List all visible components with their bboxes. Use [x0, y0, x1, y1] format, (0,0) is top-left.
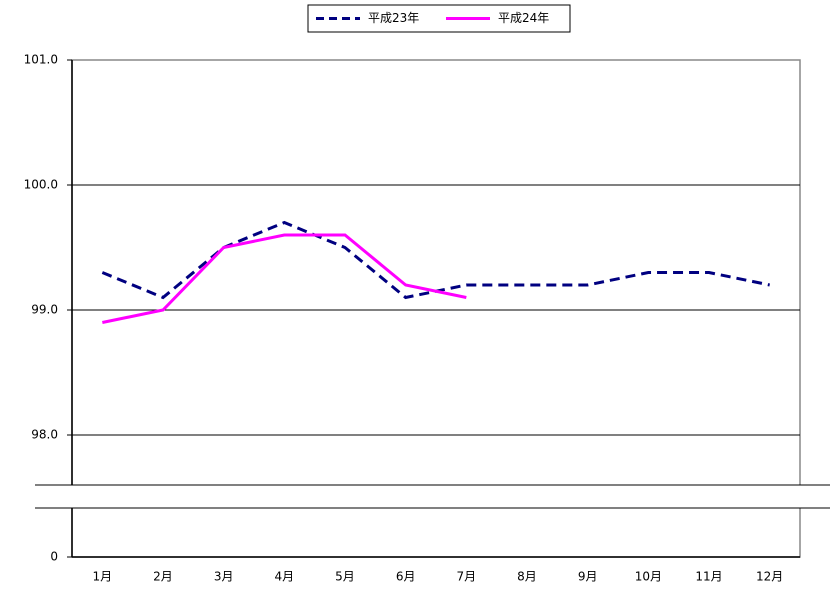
x-tick-label: 11月	[695, 570, 722, 584]
data-line	[101, 220, 770, 300]
x-tick-label: 4月	[275, 570, 295, 584]
x-tick-label: 10月	[635, 570, 662, 584]
legend-label: 平成23年	[368, 11, 419, 25]
plot-area	[71, 59, 801, 558]
x-tick-label: 12月	[756, 570, 783, 584]
x-tick-label: 9月	[578, 570, 598, 584]
y-tick-label: 0	[50, 550, 58, 564]
x-tick-label: 1月	[93, 570, 113, 584]
x-tick-label: 2月	[153, 570, 173, 584]
y-tick-label: 101.0	[24, 53, 58, 67]
y-tick-label: 98.0	[31, 428, 58, 442]
x-tick-label: 3月	[214, 570, 234, 584]
y-tick-label: 99.0	[31, 303, 58, 317]
x-tick-label: 5月	[335, 570, 355, 584]
x-tick-label: 7月	[457, 570, 477, 584]
legend-box	[307, 4, 571, 33]
y-tick-label: 100.0	[24, 178, 58, 192]
x-tick-label: 6月	[396, 570, 416, 584]
data-line	[102, 233, 467, 324]
x-tick-label: 8月	[517, 570, 537, 584]
legend-label: 平成24年	[498, 11, 549, 25]
axis-break-gap	[0, 485, 832, 508]
